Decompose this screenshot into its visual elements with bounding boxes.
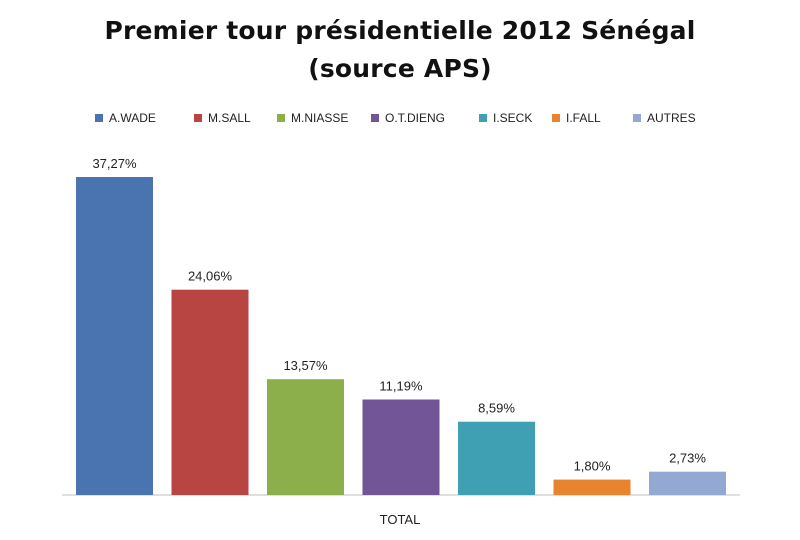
legend-label: M.SALL xyxy=(208,111,251,125)
value-label-i-seck: 8,59% xyxy=(478,401,515,416)
bar-autres xyxy=(649,471,726,495)
bar-o-t-dieng xyxy=(362,399,440,495)
legend-item-o-t-dieng: O.T.DIENG xyxy=(371,109,445,127)
value-label-m-sall: 24,06% xyxy=(188,269,233,284)
legend-swatch xyxy=(194,114,202,122)
legend-label: O.T.DIENG xyxy=(385,111,446,125)
value-label-m-niasse: 13,57% xyxy=(283,358,328,373)
bar-i-seck xyxy=(458,421,535,495)
chart-title: Premier tour présidentielle 2012 Sénégal xyxy=(104,16,696,45)
value-label-autres: 2,73% xyxy=(669,451,706,466)
legend-swatch xyxy=(95,114,103,122)
bar-group xyxy=(76,177,726,495)
value-label-a-wade: 37,27% xyxy=(92,156,137,171)
bar-m-sall xyxy=(171,289,249,495)
legend-label: AUTRES xyxy=(647,111,696,125)
legend-swatch xyxy=(633,114,641,122)
legend-swatch xyxy=(479,114,487,122)
legend-item-m-niasse: M.NIASSE xyxy=(277,109,348,127)
value-label-i-fall: 1,80% xyxy=(574,459,611,474)
legend-item-i-seck: I.SECK xyxy=(479,109,532,127)
value-label-o-t-dieng: 11,19% xyxy=(379,379,423,394)
legend-item-m-sall: M.SALL xyxy=(194,109,251,127)
legend-swatch xyxy=(552,114,560,122)
legend-label: A.WADE xyxy=(109,111,156,125)
bar-a-wade xyxy=(76,177,153,495)
legend-label: I.SECK xyxy=(493,111,533,125)
legend-swatch xyxy=(371,114,379,122)
legend-item-i-fall: I.FALL xyxy=(552,109,601,127)
bar-m-niasse xyxy=(267,379,344,495)
chart-subtitle: (source APS) xyxy=(308,54,492,83)
legend-item-a-wade: A.WADE xyxy=(95,109,156,127)
x-axis-label: TOTAL xyxy=(380,512,421,527)
bar-i-fall xyxy=(553,479,631,495)
legend-label: M.NIASSE xyxy=(291,111,349,125)
legend-label: I.FALL xyxy=(566,111,601,125)
legend-item-autres: AUTRES xyxy=(633,109,696,127)
chart-legend: A.WADE M.SALL M.NIASSE O.T.DIENG I.SECK I.FAL… xyxy=(0,109,800,127)
legend-swatch xyxy=(277,114,285,122)
value-label-group: 37,27% 24,06% 13,57% 11,19% 8,59% 1,80% 2,73% xyxy=(92,156,706,474)
